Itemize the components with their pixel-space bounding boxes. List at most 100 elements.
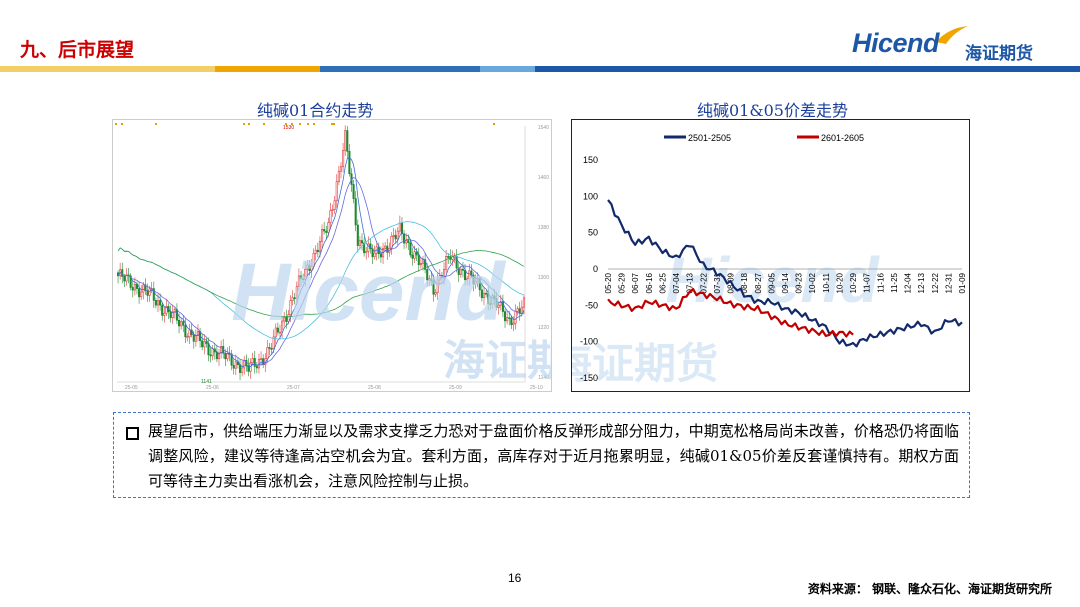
candle-body bbox=[323, 229, 326, 232]
moving-average-line bbox=[117, 247, 525, 318]
candle-body bbox=[348, 151, 351, 175]
candle-body bbox=[482, 292, 486, 299]
candle-body bbox=[424, 259, 427, 270]
candle-body bbox=[241, 367, 244, 373]
x-tick-label: 07-13 bbox=[686, 272, 695, 293]
candle-body bbox=[302, 278, 305, 281]
x-tick-label: 09-05 bbox=[767, 272, 776, 293]
candle-body bbox=[421, 259, 425, 264]
candle-body bbox=[510, 317, 513, 325]
watermark-cn: 海证期货 bbox=[572, 339, 718, 388]
spread-svg: Hicend海证期货2501-25052601-2605150100500-50… bbox=[572, 133, 967, 388]
event-marker bbox=[155, 123, 157, 125]
candle-body bbox=[232, 364, 235, 369]
candle-body bbox=[274, 327, 277, 338]
candle-body bbox=[211, 348, 214, 357]
legend-label: 2601-2605 bbox=[821, 133, 864, 143]
candle-body bbox=[121, 269, 124, 277]
header-band bbox=[0, 66, 1080, 72]
x-tick-label: 06-16 bbox=[645, 272, 654, 293]
candle-body bbox=[386, 245, 389, 253]
candle-body bbox=[419, 263, 422, 266]
candle-body bbox=[394, 234, 397, 240]
event-marker bbox=[307, 123, 309, 125]
candle-body bbox=[335, 181, 338, 202]
candle-body bbox=[299, 275, 303, 280]
candle-body bbox=[140, 291, 143, 298]
candle-body bbox=[438, 275, 441, 281]
candle-body bbox=[230, 353, 233, 366]
candle-body bbox=[209, 354, 212, 357]
candle-body bbox=[268, 347, 271, 349]
candle-body bbox=[238, 364, 242, 373]
candle-body bbox=[272, 336, 275, 349]
candle-body bbox=[194, 335, 197, 342]
candle-body bbox=[485, 292, 488, 295]
candle-body bbox=[165, 306, 168, 314]
low-marker-label: 1141 bbox=[201, 379, 212, 385]
x-tick-label: 06-07 bbox=[631, 272, 640, 293]
candle-body bbox=[321, 229, 324, 242]
candle-body bbox=[196, 331, 200, 336]
candle-body bbox=[506, 317, 509, 322]
candle-body bbox=[413, 251, 416, 259]
candle-body bbox=[497, 304, 500, 308]
candle-body bbox=[426, 269, 429, 281]
candle-body bbox=[169, 311, 172, 319]
candle-body bbox=[398, 222, 401, 232]
x-tick-label: 10-29 bbox=[849, 272, 858, 293]
candle-body bbox=[392, 234, 395, 237]
y-tick-label: 150 bbox=[583, 155, 598, 165]
candle-body bbox=[161, 304, 164, 316]
candle-body bbox=[455, 255, 458, 269]
candle-body bbox=[325, 230, 328, 233]
candle-body bbox=[308, 264, 311, 271]
x-tick-label: 12-31 bbox=[944, 272, 953, 293]
candle-body bbox=[472, 274, 475, 285]
series-line-2501-2505 bbox=[607, 199, 963, 348]
candle-body bbox=[470, 270, 473, 276]
candle-body bbox=[491, 295, 494, 305]
company-logo: Hicend 海证期货 bbox=[852, 26, 1062, 68]
candle-body bbox=[415, 251, 418, 256]
candle-body bbox=[178, 319, 181, 327]
y-tick-label: -150 bbox=[580, 373, 598, 383]
x-tick-label: 05-29 bbox=[618, 272, 627, 293]
x-tick-label: 11-16 bbox=[876, 272, 885, 292]
section-title: 九、后市展望 bbox=[20, 39, 135, 61]
high-marker-label: 1530 bbox=[283, 125, 294, 131]
candle-body bbox=[478, 278, 481, 291]
candle-body bbox=[405, 240, 408, 244]
event-marker bbox=[313, 123, 315, 125]
left-chart-title: 纯碱01合约走势 bbox=[257, 101, 374, 120]
candle-body bbox=[445, 256, 448, 270]
moving-average-line bbox=[117, 156, 525, 368]
x-tick-label: 11-07 bbox=[863, 272, 872, 292]
x-tick-label: 10-20 bbox=[835, 272, 844, 293]
candle-body bbox=[135, 284, 139, 289]
candle-body bbox=[339, 166, 343, 172]
candle-body bbox=[266, 347, 269, 360]
x-tick-label: 05-20 bbox=[604, 272, 613, 293]
candle-body bbox=[247, 365, 250, 372]
candle-body bbox=[520, 306, 523, 314]
x-tick-label: 12-04 bbox=[904, 272, 913, 293]
candle-body bbox=[480, 289, 483, 299]
candle-body bbox=[180, 321, 183, 327]
outlook-text-box: 展望后市，供给端压力渐显以及需求支撑乏力恐对于盘面价格反弹形成部分阻力，中期宽松… bbox=[113, 412, 970, 498]
outlook-paragraph: 展望后市，供给端压力渐显以及需求支撑乏力恐对于盘面价格反弹形成部分阻力，中期宽松… bbox=[148, 422, 959, 490]
candle-body bbox=[201, 340, 204, 348]
event-marker bbox=[291, 123, 293, 125]
right-chart-title: 纯碱01&05价差走势 bbox=[697, 101, 848, 120]
x-tick-label: 25-08 bbox=[368, 385, 381, 391]
event-marker bbox=[263, 123, 265, 125]
candle-body bbox=[186, 336, 189, 338]
candle-body bbox=[337, 170, 340, 182]
y-tick-label: 1140 bbox=[538, 375, 549, 381]
candle-body bbox=[499, 301, 502, 306]
band-segment bbox=[0, 66, 215, 72]
candle-body bbox=[407, 240, 410, 244]
candle-body bbox=[276, 327, 279, 333]
candle-body bbox=[360, 240, 364, 244]
candle-body bbox=[163, 312, 166, 316]
